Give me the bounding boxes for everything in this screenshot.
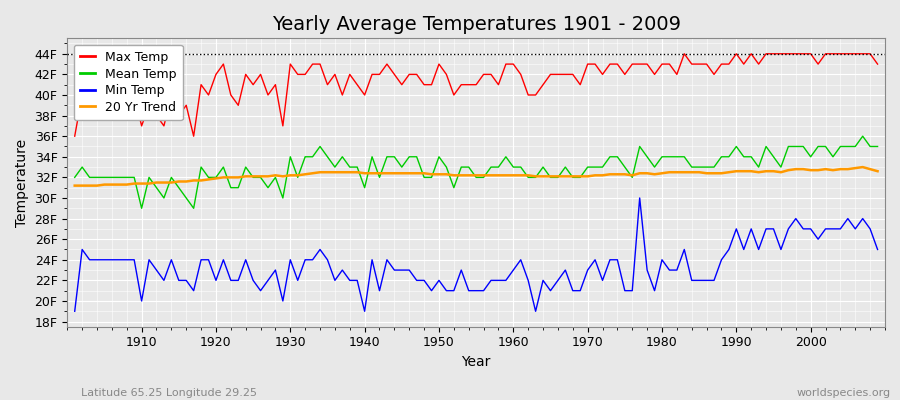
- Title: Yearly Average Temperatures 1901 - 2009: Yearly Average Temperatures 1901 - 2009: [272, 15, 680, 34]
- Text: worldspecies.org: worldspecies.org: [796, 388, 891, 398]
- Text: Latitude 65.25 Longitude 29.25: Latitude 65.25 Longitude 29.25: [81, 388, 257, 398]
- Legend: Max Temp, Mean Temp, Min Temp, 20 Yr Trend: Max Temp, Mean Temp, Min Temp, 20 Yr Tre…: [74, 44, 183, 120]
- X-axis label: Year: Year: [462, 355, 490, 369]
- Y-axis label: Temperature: Temperature: [15, 138, 29, 226]
